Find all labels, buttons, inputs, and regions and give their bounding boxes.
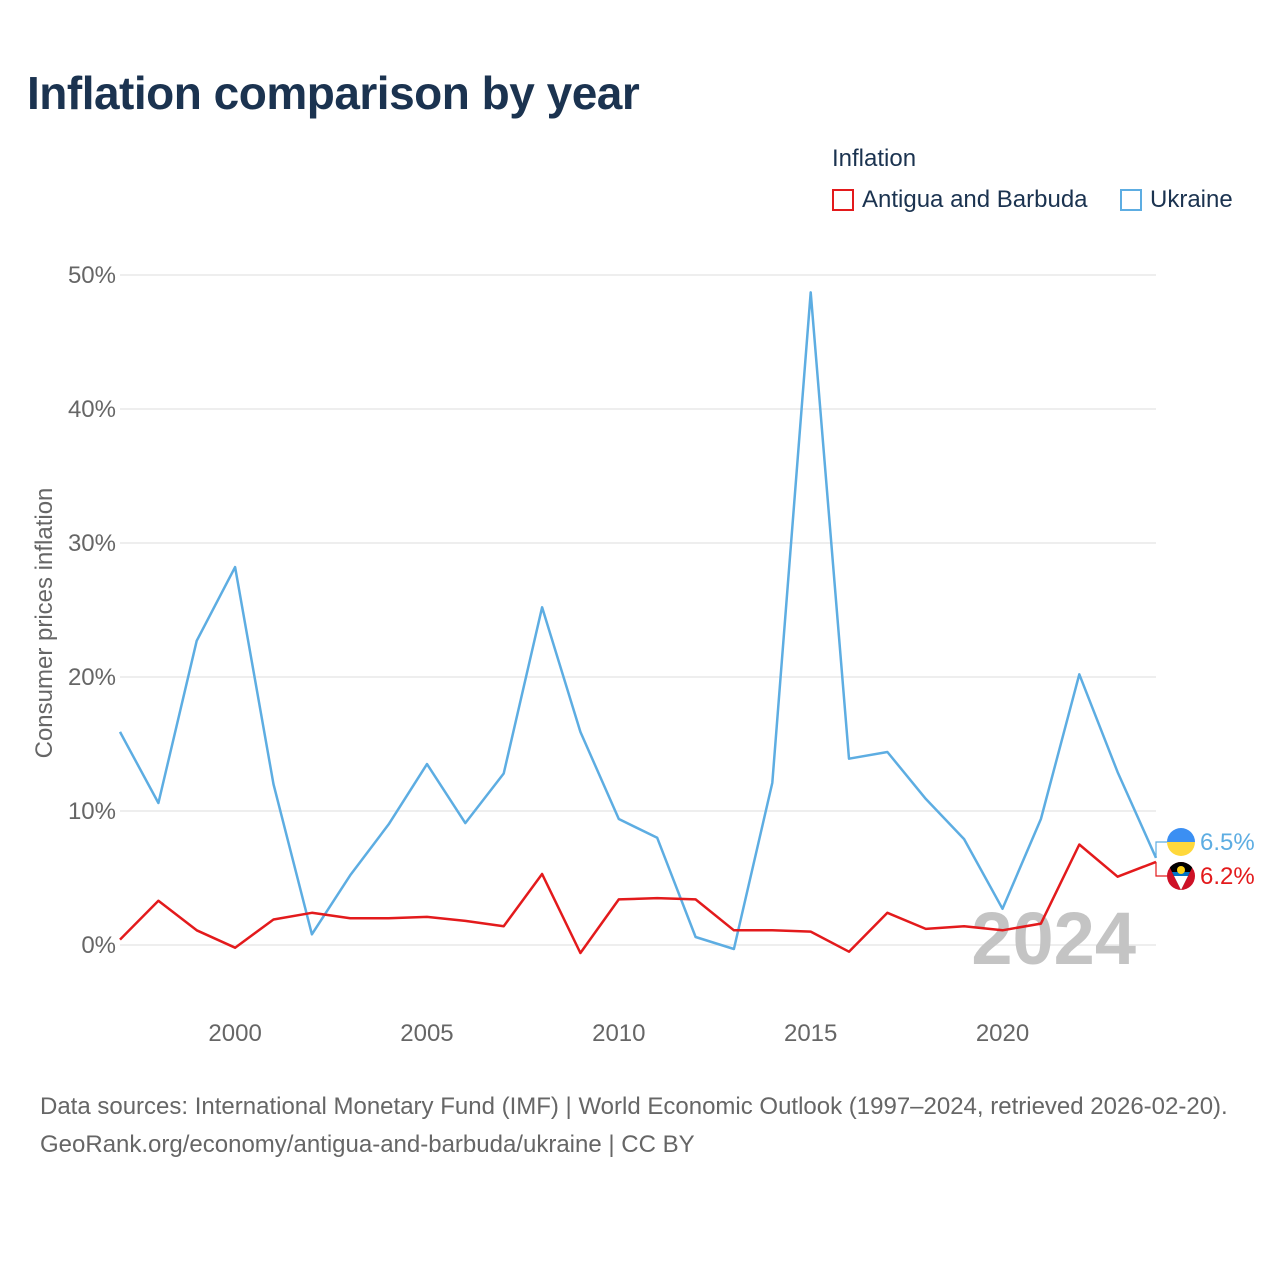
year-watermark: 2024 [971,897,1136,980]
legend-label-antigua: Antigua and Barbuda [862,186,1088,213]
y-tick-label: 40% [68,396,116,423]
flag-ukraine-icon [1167,828,1195,856]
x-axis-ticks: 2000 2005 2010 2015 2020 [208,1020,1029,1047]
source-note: Data sources: International Monetary Fun… [40,1088,1250,1164]
y-tick-label: 20% [68,664,116,691]
end-connector-antigua [1155,861,1167,877]
end-labels: 6.5% 6.2% [1155,828,1255,890]
legend-title: Inflation [832,145,917,172]
chart-title: Inflation comparison by year [27,67,640,119]
line-chart: 0% 10% 20% 30% 40% 50% 2000 2005 2010 2015 2020 C… [31,262,1255,1047]
flag-antigua-icon [1167,862,1195,890]
y-axis-ticks: 0% 10% 20% 30% 40% 50% [68,262,116,959]
y-tick-label: 10% [68,798,116,825]
end-connector-ukraine [1155,841,1167,858]
legend-item-antigua[interactable]: Antigua and Barbuda [832,186,1088,214]
grid-lines [120,274,1156,946]
y-axis-label: Consumer prices inflation [31,488,58,759]
y-tick-label: 50% [68,262,116,289]
x-tick-label: 2000 [208,1020,261,1047]
x-tick-label: 2005 [400,1020,453,1047]
series-line-ukraine[interactable] [118,291,1158,951]
legend-swatch-antigua [832,189,854,211]
series-lines [118,291,1158,955]
legend-swatch-ukraine [1120,189,1142,211]
y-tick-label: 30% [68,530,116,557]
x-tick-label: 2015 [784,1020,837,1047]
x-tick-label: 2020 [976,1020,1029,1047]
series-line-antigua[interactable] [119,843,1157,955]
x-tick-label: 2010 [592,1020,645,1047]
legend-item-ukraine[interactable]: Ukraine [1120,186,1233,214]
legend-label-ukraine: Ukraine [1150,186,1233,213]
end-label-antigua: 6.2% [1200,863,1255,890]
source-line: Data sources: International Monetary Fun… [40,1093,1228,1120]
y-tick-label: 0% [81,932,116,959]
end-label-ukraine: 6.5% [1200,829,1255,856]
source-link[interactable]: GeoRank.org/economy/antigua-and-barbuda/… [40,1131,695,1158]
